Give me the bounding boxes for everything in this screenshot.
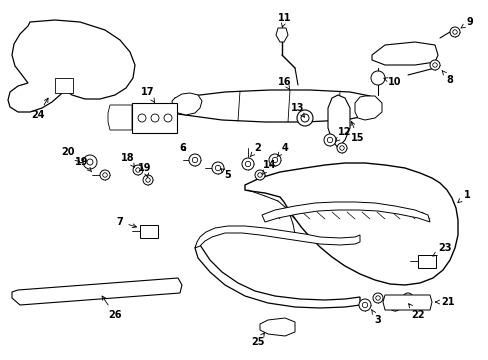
Bar xyxy=(132,103,177,133)
Text: 26: 26 xyxy=(102,296,122,320)
Circle shape xyxy=(257,173,262,177)
Circle shape xyxy=(242,158,253,170)
Circle shape xyxy=(324,134,335,146)
Circle shape xyxy=(100,170,110,180)
Circle shape xyxy=(215,165,220,171)
Polygon shape xyxy=(382,295,431,310)
Polygon shape xyxy=(12,278,182,305)
Circle shape xyxy=(432,63,436,67)
Polygon shape xyxy=(327,95,349,148)
Circle shape xyxy=(102,173,107,177)
Circle shape xyxy=(405,296,409,300)
Circle shape xyxy=(212,162,224,174)
Circle shape xyxy=(370,71,384,85)
Text: 9: 9 xyxy=(460,17,472,28)
Circle shape xyxy=(358,299,370,311)
Circle shape xyxy=(151,114,159,122)
Circle shape xyxy=(449,27,459,37)
Circle shape xyxy=(372,293,382,303)
Circle shape xyxy=(245,161,250,167)
Text: 19: 19 xyxy=(138,163,151,177)
Polygon shape xyxy=(172,90,374,122)
Polygon shape xyxy=(244,163,457,285)
Text: 16: 16 xyxy=(278,77,291,90)
Circle shape xyxy=(375,296,380,300)
Text: 18: 18 xyxy=(121,153,135,167)
Circle shape xyxy=(138,114,146,122)
Polygon shape xyxy=(262,202,429,222)
Circle shape xyxy=(362,302,367,308)
Circle shape xyxy=(192,157,197,163)
Circle shape xyxy=(388,299,400,311)
Bar xyxy=(55,78,73,93)
Text: 21: 21 xyxy=(435,297,454,307)
Text: 14: 14 xyxy=(262,160,276,175)
Circle shape xyxy=(326,137,332,143)
Text: 22: 22 xyxy=(408,304,424,320)
Circle shape xyxy=(336,143,346,153)
Circle shape xyxy=(136,168,140,172)
Circle shape xyxy=(87,159,93,165)
Text: 6: 6 xyxy=(179,143,186,153)
Circle shape xyxy=(189,154,201,166)
Text: 11: 11 xyxy=(278,13,291,27)
Circle shape xyxy=(452,30,456,34)
Polygon shape xyxy=(195,242,359,308)
Circle shape xyxy=(339,146,344,150)
Circle shape xyxy=(268,154,281,166)
Polygon shape xyxy=(8,20,135,112)
Circle shape xyxy=(296,110,312,126)
Polygon shape xyxy=(275,28,287,42)
Circle shape xyxy=(133,165,142,175)
Circle shape xyxy=(163,114,172,122)
Text: 7: 7 xyxy=(116,217,136,228)
Polygon shape xyxy=(172,93,202,115)
Text: 5: 5 xyxy=(220,168,231,180)
Text: 1: 1 xyxy=(457,190,469,203)
Circle shape xyxy=(301,114,308,122)
Text: 25: 25 xyxy=(251,333,264,347)
Text: 8: 8 xyxy=(441,71,452,85)
Circle shape xyxy=(83,155,97,169)
Text: 12: 12 xyxy=(335,127,351,142)
Text: 15: 15 xyxy=(350,121,364,143)
Text: 10: 10 xyxy=(383,77,401,87)
Text: 20: 20 xyxy=(61,147,80,162)
Bar xyxy=(140,225,158,238)
Text: 2: 2 xyxy=(249,143,261,157)
Text: 13: 13 xyxy=(291,103,304,117)
Text: 3: 3 xyxy=(371,310,381,325)
Polygon shape xyxy=(354,96,381,120)
Circle shape xyxy=(391,302,397,308)
Circle shape xyxy=(254,170,264,180)
Text: 24: 24 xyxy=(31,98,48,120)
Circle shape xyxy=(402,293,412,303)
Polygon shape xyxy=(371,42,437,65)
Bar xyxy=(417,255,435,268)
Text: 23: 23 xyxy=(432,243,451,256)
Polygon shape xyxy=(108,105,132,130)
Circle shape xyxy=(142,175,153,185)
Text: 4: 4 xyxy=(276,143,288,157)
Polygon shape xyxy=(260,318,294,336)
Circle shape xyxy=(429,60,439,70)
Text: 17: 17 xyxy=(141,87,154,102)
Circle shape xyxy=(145,178,150,182)
Circle shape xyxy=(272,157,277,163)
Polygon shape xyxy=(195,226,359,248)
Text: 19: 19 xyxy=(75,157,92,172)
